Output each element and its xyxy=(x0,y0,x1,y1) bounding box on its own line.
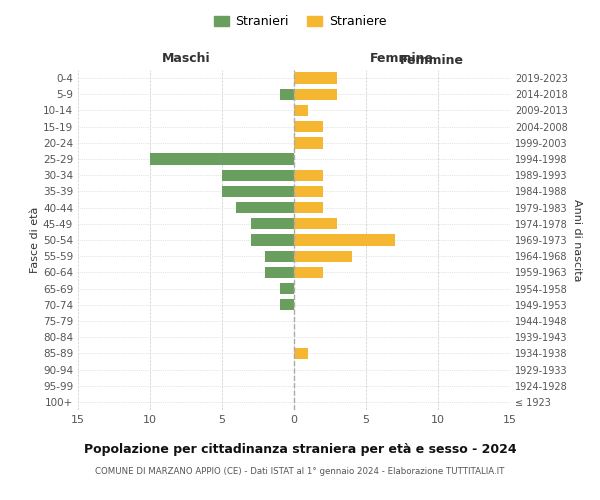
Text: Maschi: Maschi xyxy=(161,52,211,65)
Bar xyxy=(222,186,294,197)
Bar xyxy=(294,88,337,100)
Bar xyxy=(294,170,323,181)
Y-axis label: Fasce di età: Fasce di età xyxy=(30,207,40,273)
Bar xyxy=(294,218,337,230)
Bar xyxy=(280,88,294,100)
Bar xyxy=(294,137,323,148)
Bar xyxy=(294,186,323,197)
Bar xyxy=(251,234,294,246)
Bar xyxy=(294,266,323,278)
Bar xyxy=(280,299,294,310)
Text: COMUNE DI MARZANO APPIO (CE) - Dati ISTAT al 1° gennaio 2024 - Elaborazione TUTT: COMUNE DI MARZANO APPIO (CE) - Dati ISTA… xyxy=(95,468,505,476)
Bar xyxy=(294,250,352,262)
Bar xyxy=(294,72,337,84)
Bar xyxy=(265,266,294,278)
Bar xyxy=(222,170,294,181)
Text: Femmine: Femmine xyxy=(370,52,434,65)
Bar xyxy=(294,121,323,132)
Text: Popolazione per cittadinanza straniera per età e sesso - 2024: Popolazione per cittadinanza straniera p… xyxy=(83,442,517,456)
Bar xyxy=(294,234,395,246)
Bar xyxy=(280,283,294,294)
Bar xyxy=(251,218,294,230)
Bar xyxy=(265,250,294,262)
Legend: Stranieri, Straniere: Stranieri, Straniere xyxy=(210,11,390,32)
Text: Femmine: Femmine xyxy=(400,54,464,66)
Bar xyxy=(294,105,308,116)
Bar xyxy=(294,348,308,359)
Bar xyxy=(236,202,294,213)
Bar xyxy=(294,202,323,213)
Bar xyxy=(150,154,294,164)
Y-axis label: Anni di nascita: Anni di nascita xyxy=(572,198,581,281)
